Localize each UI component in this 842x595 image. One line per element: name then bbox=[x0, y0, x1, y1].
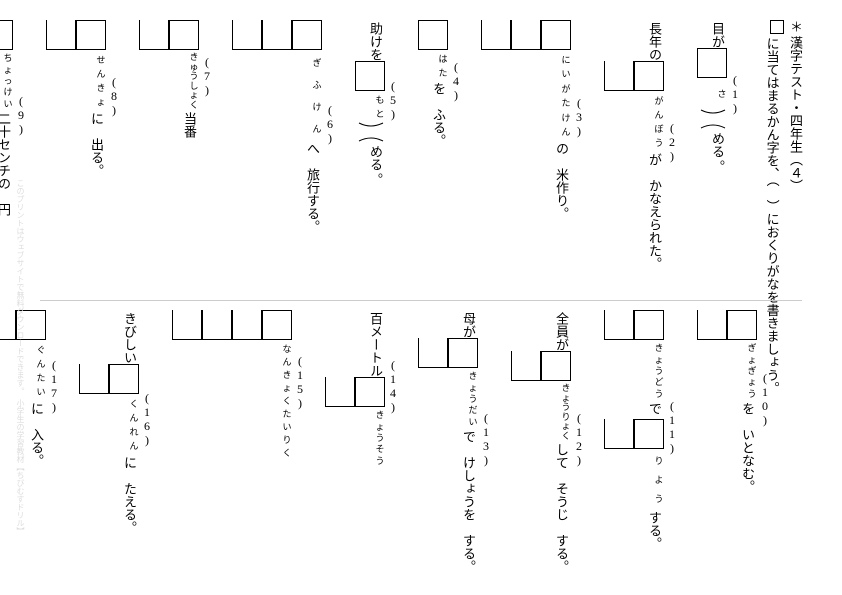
kanji-answer-boxes[interactable] bbox=[139, 20, 199, 50]
problem-post-text: を ふる。 bbox=[429, 80, 448, 147]
problem-item: (16)きびしいくんれんに たえる。 bbox=[79, 310, 154, 573]
problem-post-text: の 米作り。 bbox=[552, 140, 571, 220]
kanji-answer-boxes[interactable] bbox=[697, 48, 727, 78]
problem-post-text: に 出る。 bbox=[87, 110, 106, 177]
kanji-answer-boxes[interactable] bbox=[172, 310, 292, 340]
problem-number: (11) bbox=[664, 310, 679, 544]
problem-number: (12) bbox=[571, 310, 586, 567]
reading-ruby: きょうりょく bbox=[561, 381, 571, 441]
problem-item: (10)ぎょぎょうを いとなむ。 bbox=[697, 310, 772, 573]
reading-ruby: さ bbox=[717, 78, 727, 108]
reading-ruby: せんきょ bbox=[96, 50, 106, 110]
problem-number: (14) bbox=[385, 310, 400, 461]
problem-pre-text: 助けを bbox=[366, 20, 385, 61]
okurigana-paren bbox=[699, 108, 727, 130]
problem-pre-text: 百メートル bbox=[366, 310, 385, 377]
kanji-answer-boxes[interactable] bbox=[232, 20, 322, 50]
problem-post-text: 当番 bbox=[180, 110, 199, 138]
kanji-answer-boxes[interactable] bbox=[418, 20, 448, 50]
reading-ruby: きゅうしょく bbox=[189, 50, 199, 110]
worksheet-title: ＊ 漢字テスト・四年生（４） bbox=[784, 20, 807, 395]
problem-number: (16) bbox=[139, 310, 154, 528]
problem-number: (13) bbox=[478, 310, 493, 567]
reading-ruby: きょうだい bbox=[468, 368, 478, 428]
problem-item: (4)はたを ふる。 bbox=[418, 20, 463, 270]
reading-ruby: にいがたけん bbox=[561, 50, 571, 140]
reading-ruby: がんぼう bbox=[654, 91, 664, 151]
kanji-answer-boxes[interactable] bbox=[0, 20, 13, 50]
problem-item: (3)にいがたけんの 米作り。 bbox=[481, 20, 586, 270]
problem-number: (3) bbox=[571, 20, 586, 214]
kanji-answer-boxes[interactable] bbox=[355, 61, 385, 91]
reading-ruby: りよう bbox=[654, 449, 664, 509]
reading-ruby: きょうそう bbox=[375, 407, 385, 467]
problem-item: (1)目がさめる。 bbox=[697, 20, 742, 270]
reading-ruby: ぐんたい bbox=[36, 340, 46, 400]
okurigana-paren bbox=[357, 121, 385, 143]
problem-item: (7)きゅうしょく当番 bbox=[139, 20, 214, 270]
problem-tail-text: める bbox=[708, 130, 727, 158]
problem-item: (17)ぐんたいに 入る。 bbox=[0, 310, 61, 573]
problem-pre-text: 母が bbox=[459, 310, 478, 338]
reading-ruby: ぎょぎょう bbox=[747, 340, 757, 400]
problem-post-text: して そうじ する。 bbox=[552, 441, 571, 573]
problem-pre-text: きびしい bbox=[120, 310, 139, 364]
problem-item: (15)なんきょくたいりく bbox=[172, 310, 307, 573]
problem-item: (12)全員がきょうりょくして そうじ する。 bbox=[511, 310, 586, 573]
problem-post-text: する。 bbox=[645, 509, 664, 550]
problem-post-text: 二十センチの 円 bbox=[0, 110, 13, 216]
problem-post-text: で けしょうを する。 bbox=[459, 428, 478, 573]
problem-post-text: を いとなむ。 bbox=[738, 400, 757, 493]
problem-number: (7) bbox=[199, 20, 214, 132]
reading-ruby: なんきょくたいりく bbox=[282, 340, 292, 460]
reading-ruby: ぎふけん bbox=[312, 50, 322, 140]
kanji-answer-boxes[interactable] bbox=[511, 351, 571, 381]
problem-number: (5) bbox=[385, 20, 400, 180]
kanji-answer-boxes[interactable] bbox=[418, 338, 478, 368]
problem-item: (11)きょうどうでりようする。 bbox=[604, 310, 679, 573]
kanji-answer-boxes[interactable] bbox=[604, 61, 664, 91]
problem-post-text: に 入る。 bbox=[27, 400, 46, 467]
problem-number: (17) bbox=[46, 310, 61, 461]
problem-item: (2)長年のがんぼうが かなえられた。 bbox=[604, 20, 679, 270]
problem-number: (2) bbox=[664, 20, 679, 264]
problems-row-top: (1)目がさめる。(2)長年のがんぼうが かなえられた。(3)にいがたけんの 米… bbox=[0, 20, 742, 270]
problem-number: (8) bbox=[106, 20, 121, 171]
problem-number: (4) bbox=[448, 20, 463, 141]
kanji-answer-boxes[interactable] bbox=[46, 20, 106, 50]
problem-number: (15) bbox=[292, 310, 307, 454]
problem-number: (10) bbox=[757, 310, 772, 487]
problem-item: (6)ぎふけんへ 旅行する。 bbox=[232, 20, 337, 270]
problems-row-bottom: (10)ぎょぎょうを いとなむ。(11)きょうどうでりようする。(12)全員がき… bbox=[0, 310, 772, 573]
row-divider bbox=[40, 300, 802, 301]
reading-ruby: きょうどう bbox=[654, 340, 664, 400]
problem-pre-text: 全員が bbox=[552, 310, 571, 351]
footer-credit: このプリントはウェブサイトで無料ダウンロードできます。 小学生の学習教材【ちびむ… bbox=[15, 179, 26, 535]
problem-item: (13)母がきょうだいで けしょうを する。 bbox=[418, 310, 493, 573]
problem-pre-text: 目が bbox=[708, 20, 727, 48]
reading-ruby: もと bbox=[375, 91, 385, 121]
kanji-answer-boxes[interactable] bbox=[481, 20, 571, 50]
problem-item: (8)せんきょに 出る。 bbox=[46, 20, 121, 270]
instruction-box-icon bbox=[770, 20, 784, 34]
kanji-answer-boxes[interactable] bbox=[325, 377, 385, 407]
kanji-answer-boxes[interactable] bbox=[697, 310, 757, 340]
problem-post-text: が かなえられた。 bbox=[645, 151, 664, 270]
problem-post-text: で bbox=[645, 400, 664, 415]
reading-ruby: くんれん bbox=[129, 394, 139, 454]
problem-item: (5)助けをもとめる。 bbox=[355, 20, 400, 270]
problem-item: (14)百メートルきょうそう bbox=[325, 310, 400, 573]
problem-tail-text: める bbox=[366, 143, 385, 171]
kanji-answer-boxes[interactable] bbox=[79, 364, 139, 394]
kanji-answer-boxes[interactable] bbox=[604, 419, 664, 449]
kanji-answer-boxes[interactable] bbox=[604, 310, 664, 340]
problem-number: (1) bbox=[727, 20, 742, 167]
problem-post-text: に たえる。 bbox=[120, 454, 139, 534]
problem-post-text: へ 旅行する。 bbox=[303, 140, 322, 233]
problem-number: (6) bbox=[322, 20, 337, 227]
problem-pre-text: 長年の bbox=[645, 20, 664, 61]
reading-ruby: はた bbox=[438, 50, 448, 80]
reading-ruby: ちょっけい bbox=[3, 50, 13, 110]
